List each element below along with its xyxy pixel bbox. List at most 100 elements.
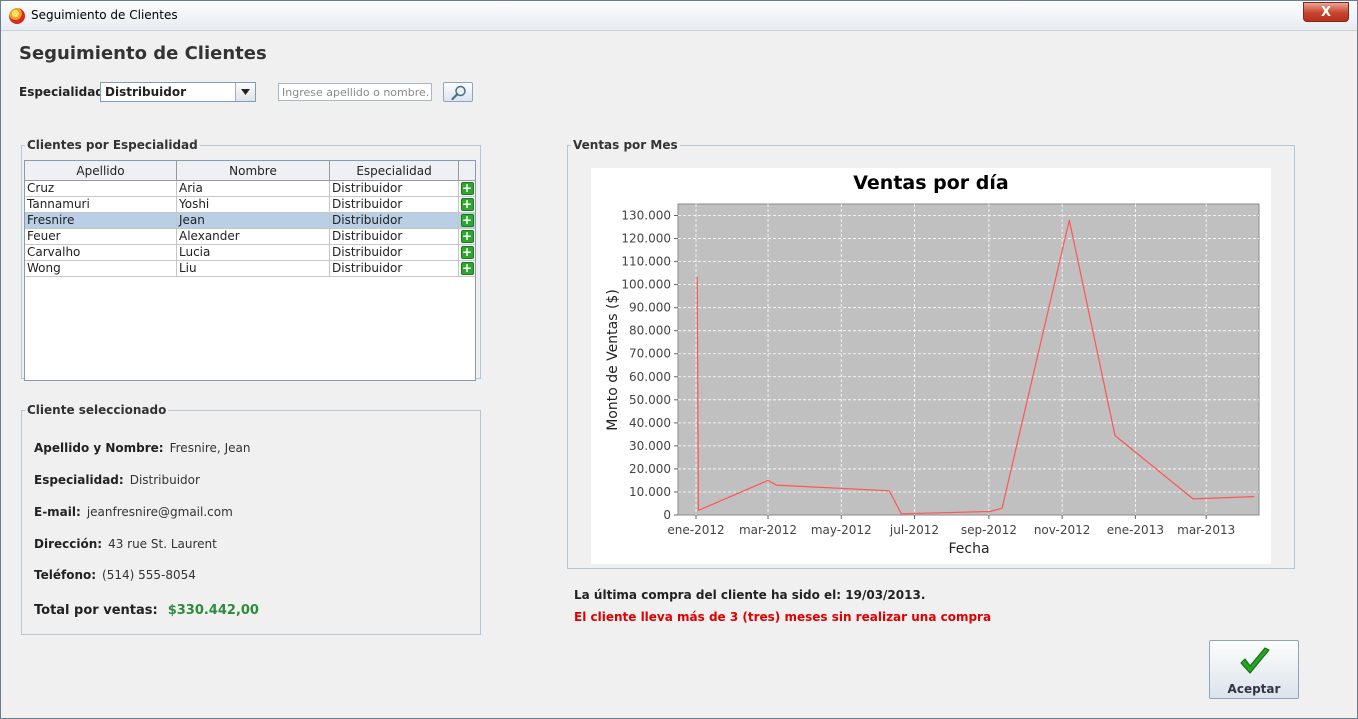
y-tick-label: 20.000: [629, 462, 671, 476]
add-client-button[interactable]: +: [459, 245, 475, 260]
cell-especialidad[interactable]: Distribuidor: [330, 261, 459, 276]
cell-apellido[interactable]: Feuer: [25, 229, 177, 244]
plus-icon: +: [460, 197, 474, 211]
add-client-button[interactable]: +: [459, 213, 475, 228]
series-line-sales: [696, 219, 1255, 515]
plus-icon: +: [460, 261, 474, 275]
cell-especialidad[interactable]: Distribuidor: [330, 245, 459, 260]
specialty-dropdown[interactable]: Distribuidor: [100, 82, 256, 102]
axes: 0 10.000 20.000 30.000 40.000 50.000 60.000 70.…: [621, 209, 1235, 537]
accept-button-label: Aceptar: [1227, 682, 1281, 696]
detail-name-row: Apellido y Nombre: Fresnire, Jean: [34, 441, 250, 455]
selected-client-panel: Cliente seleccionado Apellido y Nombre: F…: [21, 403, 481, 635]
cell-nombre[interactable]: Lucia: [177, 245, 330, 260]
detail-email-label: E-mail:: [34, 505, 81, 519]
detail-email-row: E-mail: jeanfresnire@gmail.com: [34, 505, 233, 519]
detail-specialty-label: Especialidad:: [34, 473, 124, 487]
cell-nombre[interactable]: Aria: [177, 181, 330, 196]
x-tick-label: nov-2012: [1034, 523, 1091, 537]
plus-icon: +: [460, 181, 474, 195]
add-client-button[interactable]: +: [459, 229, 475, 244]
accept-button[interactable]: Aceptar: [1209, 640, 1299, 699]
total-sales-row: Total por ventas: $330.442,00: [34, 603, 259, 618]
plot-area: [677, 203, 1260, 516]
x-tick-label: ene-2013: [1107, 523, 1164, 537]
x-axis-label: Fecha: [948, 541, 989, 557]
table-row[interactable]: Tannamuri Yoshi Distribuidor +: [25, 197, 475, 213]
x-tick-label: may-2012: [811, 523, 872, 537]
close-button[interactable]: X: [1303, 2, 1349, 22]
detail-specialty-row: Especialidad: Distribuidor: [34, 473, 200, 487]
grid-lines: [678, 204, 1259, 515]
y-tick-label: 120.000: [621, 232, 671, 246]
cell-nombre[interactable]: Jean: [177, 213, 330, 228]
close-icon: X: [1320, 4, 1332, 20]
detail-phone-value: (514) 555-8054: [102, 568, 196, 582]
cell-especialidad[interactable]: Distribuidor: [330, 229, 459, 244]
y-tick-label: 50.000: [629, 393, 671, 407]
detail-address-label: Dirección:: [34, 537, 103, 551]
detail-name-value: Fresnire, Jean: [169, 441, 251, 455]
cell-apellido[interactable]: Fresnire: [25, 213, 177, 228]
search-icon: [451, 85, 466, 100]
cell-especialidad[interactable]: Distribuidor: [330, 181, 459, 196]
y-tick-label: 100.000: [621, 278, 671, 292]
chart-title: Ventas por día: [853, 172, 1008, 194]
plus-icon: +: [460, 245, 474, 259]
table-row[interactable]: Cruz Aria Distribuidor +: [25, 181, 475, 197]
last-purchase-text: La última compra del cliente ha sido el:…: [574, 588, 926, 602]
inactivity-warning: El cliente lleva más de 3 (tres) meses s…: [574, 610, 992, 624]
y-tick-label: 30.000: [629, 439, 671, 453]
column-header-apellido[interactable]: Apellido: [25, 161, 177, 181]
cell-nombre[interactable]: Yoshi: [177, 197, 330, 212]
sales-chart: Ventas por día 0 10.000 20.000 30.000 40.000…: [591, 168, 1271, 564]
table-row[interactable]: Fresnire Jean Distribuidor +: [25, 213, 475, 229]
table-row[interactable]: Wong Liu Distribuidor +: [25, 261, 475, 277]
sales-panel: Ventas por Mes Ventas por día 0 10.000 20.…: [567, 138, 1295, 569]
y-tick-label: 80.000: [629, 324, 671, 338]
cell-nombre[interactable]: Liu: [177, 261, 330, 276]
add-client-button[interactable]: +: [459, 197, 475, 212]
table-row[interactable]: Feuer Alexander Distribuidor +: [25, 229, 475, 245]
window-title: Seguimiento de Clientes: [31, 8, 178, 22]
specialty-filter-label: Especialidad:: [19, 85, 109, 99]
add-client-button[interactable]: +: [459, 261, 475, 276]
detail-name-label: Apellido y Nombre:: [34, 441, 164, 455]
cell-especialidad[interactable]: Distribuidor: [330, 197, 459, 212]
page-title: Seguimiento de Clientes: [19, 43, 267, 64]
y-tick-label: 40.000: [629, 416, 671, 430]
y-tick-label: 10.000: [629, 485, 671, 499]
detail-phone-label: Teléfono:: [34, 568, 97, 582]
selected-client-legend: Cliente seleccionado: [27, 403, 167, 417]
cell-apellido[interactable]: Cruz: [25, 181, 177, 196]
x-tick-label: jul-2012: [889, 523, 939, 537]
cell-apellido[interactable]: Wong: [25, 261, 177, 276]
column-header-especialidad[interactable]: Especialidad: [330, 161, 459, 181]
specialty-dropdown-value: Distribuidor: [105, 85, 186, 99]
table-body: Cruz Aria Distribuidor + Tannamuri Yoshi Distr…: [25, 181, 475, 277]
total-sales-value: $330.442,00: [167, 603, 259, 618]
cell-apellido[interactable]: Tannamuri: [25, 197, 177, 212]
search-input[interactable]: [278, 83, 432, 101]
cell-nombre[interactable]: Alexander: [177, 229, 330, 244]
sales-chart-svg: Ventas por día 0 10.000 20.000 30.000 40.000…: [605, 172, 1260, 557]
cell-apellido[interactable]: Carvalho: [25, 245, 177, 260]
detail-address-value: 43 rue St. Laurent: [108, 537, 217, 551]
chevron-down-icon[interactable]: [235, 83, 255, 101]
detail-email-value: jeanfresnire@gmail.com: [86, 505, 233, 519]
y-tick-label: 70.000: [629, 347, 671, 361]
app-icon: [9, 8, 25, 24]
search-button[interactable]: [443, 82, 473, 102]
table-row[interactable]: Carvalho Lucia Distribuidor +: [25, 245, 475, 261]
cell-especialidad[interactable]: Distribuidor: [330, 213, 459, 228]
column-header-nombre[interactable]: Nombre: [177, 161, 330, 181]
y-axis-label: Monto de Ventas ($): [605, 289, 621, 431]
title-bar: Seguimiento de Clientes X: [1, 1, 1357, 31]
plus-icon: +: [460, 213, 474, 227]
clients-panel-legend: Clientes por Especialidad: [27, 138, 198, 152]
y-tick-label: 90.000: [629, 301, 671, 315]
clients-table[interactable]: Apellido Nombre Especialidad Cruz Aria Dis…: [24, 160, 476, 381]
add-client-button[interactable]: +: [459, 181, 475, 196]
sales-panel-legend: Ventas por Mes: [573, 138, 678, 152]
